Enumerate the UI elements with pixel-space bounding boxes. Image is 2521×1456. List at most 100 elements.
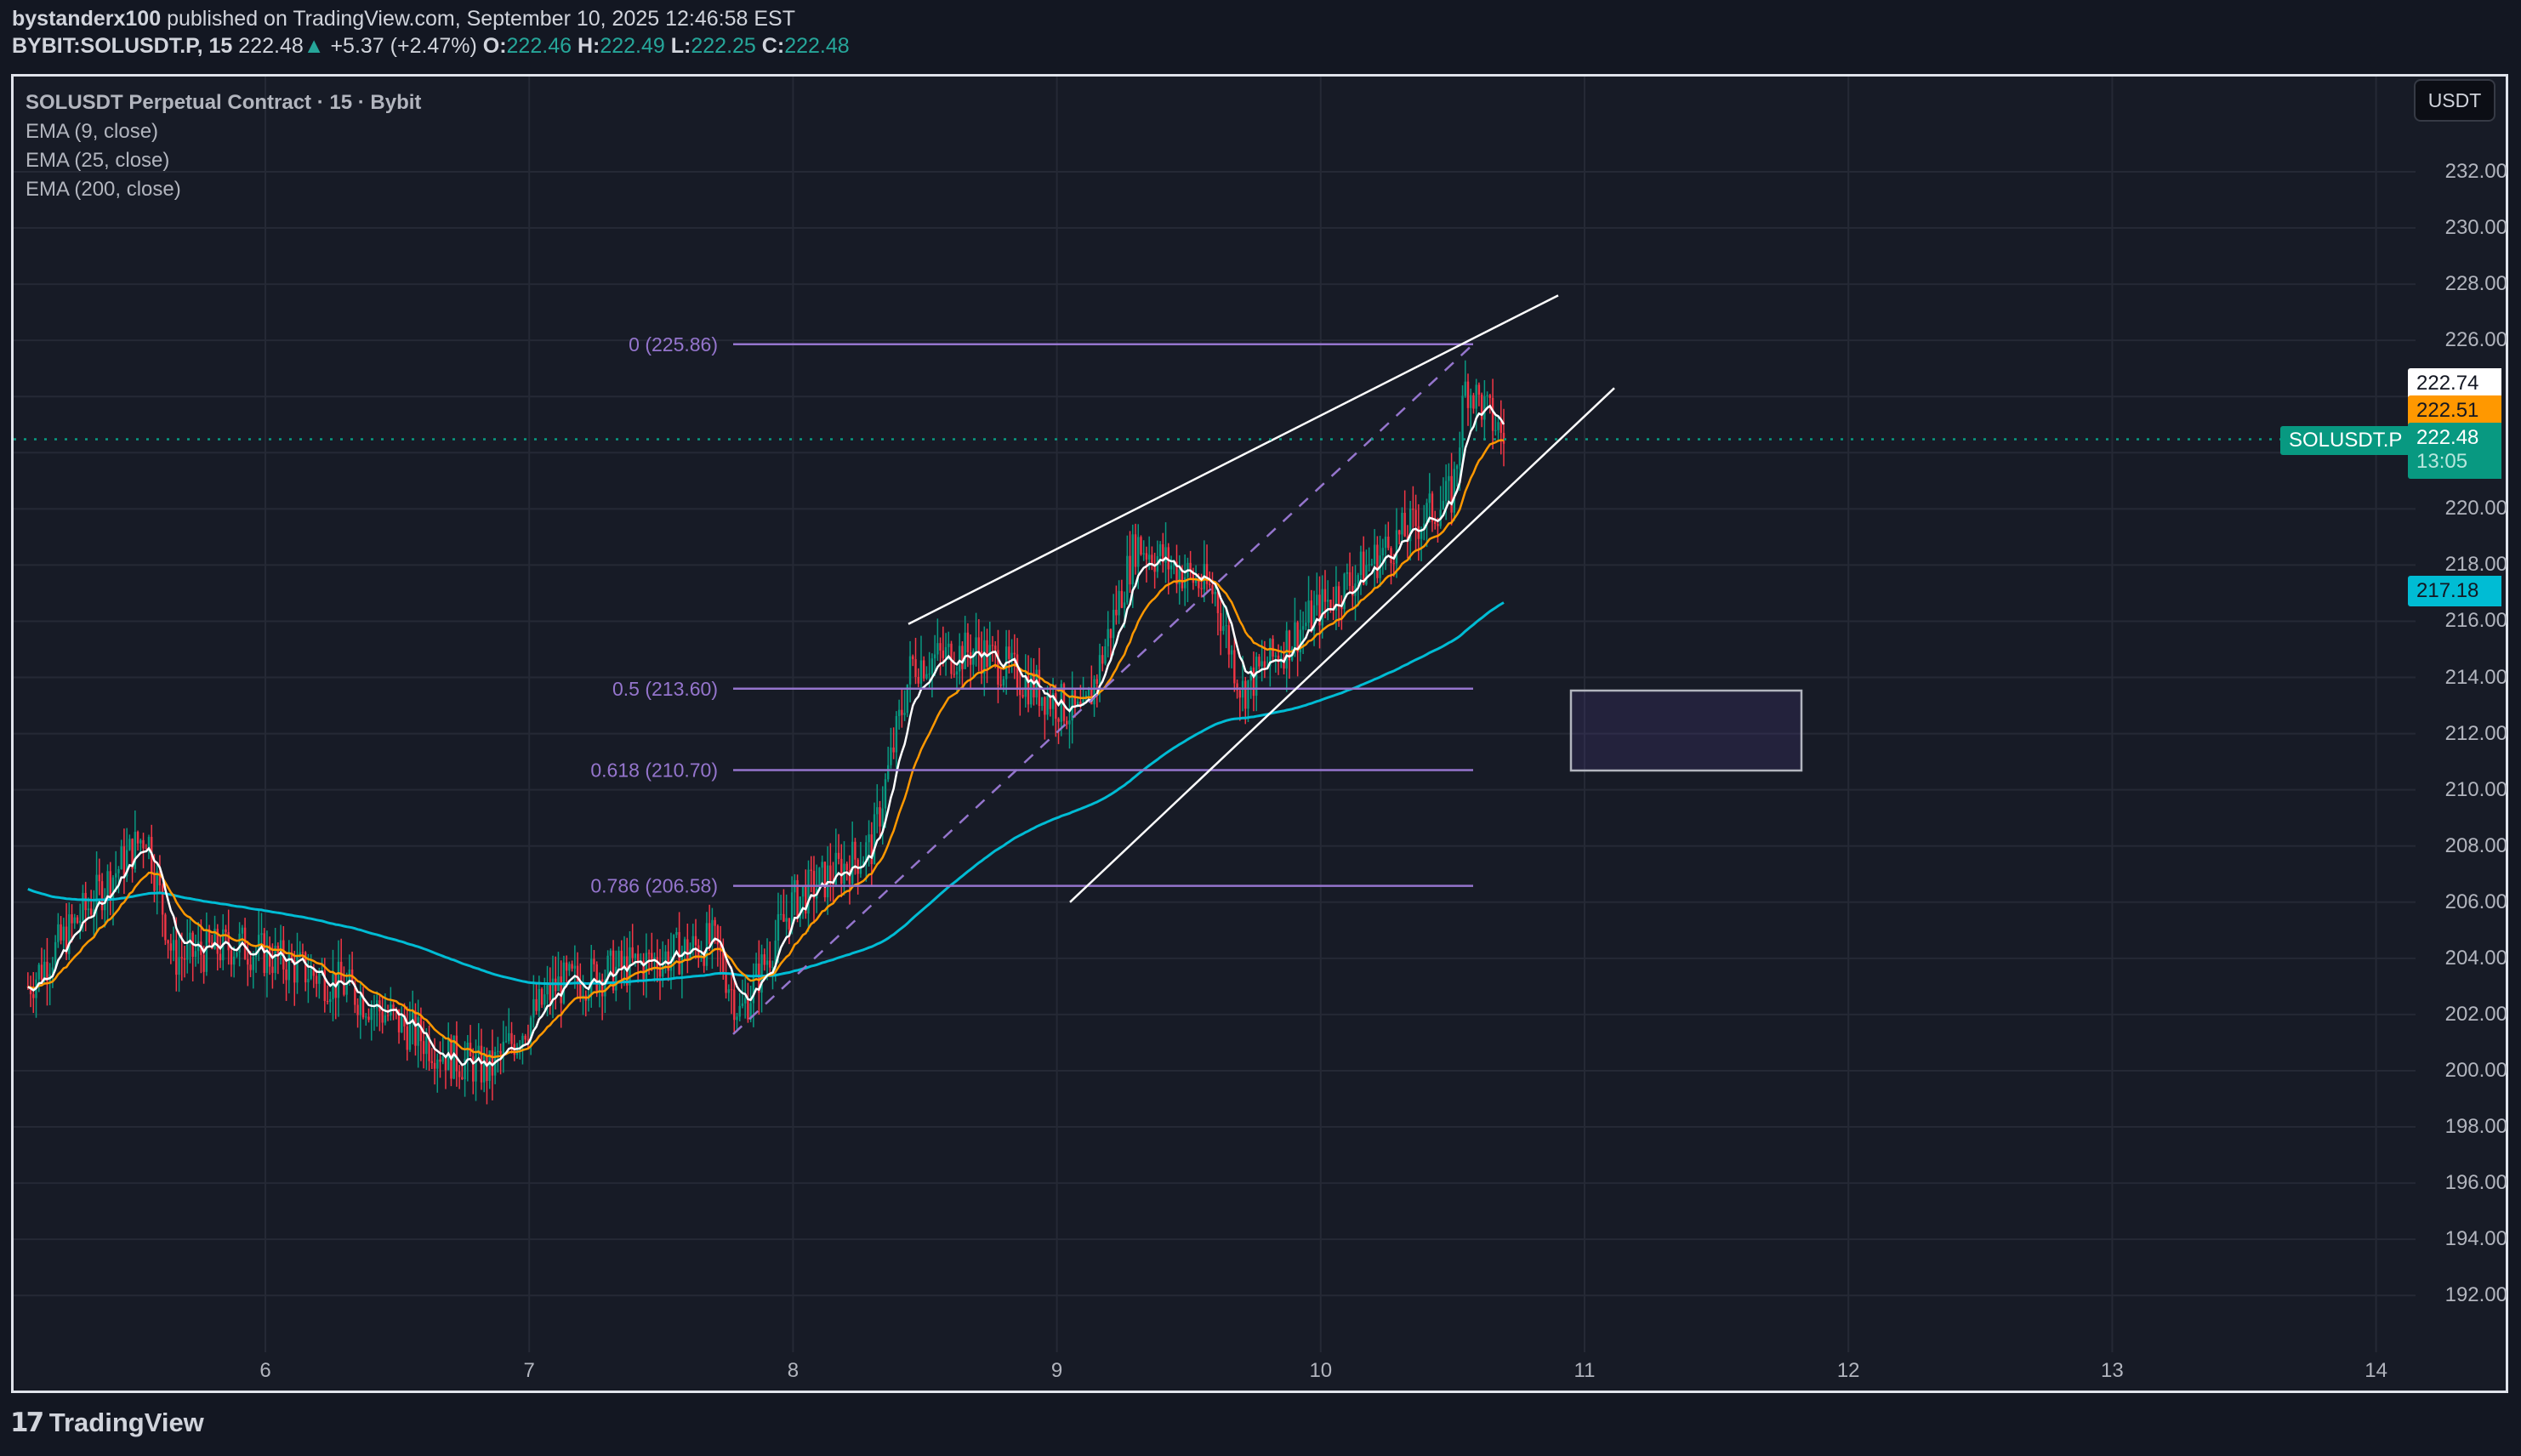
candle-body <box>1101 655 1104 664</box>
candle-body <box>499 1050 502 1055</box>
candle-body <box>1483 395 1486 420</box>
candle-body <box>892 747 895 753</box>
candle-body <box>1431 493 1434 522</box>
candle-body <box>1021 695 1024 697</box>
time-axis-label: 8 <box>787 1359 800 1382</box>
tv-logo-icon: 𝟭𝟳 <box>10 1408 44 1437</box>
candle-body <box>293 960 296 983</box>
candle-body <box>1455 465 1459 469</box>
price-axis-label: 198.00 <box>2444 1115 2507 1139</box>
published-text: published on TradingView.com, September … <box>167 7 795 31</box>
candle-body <box>32 994 35 998</box>
candle-body <box>1140 537 1142 555</box>
up-arrow-icon: ▲ <box>303 34 325 58</box>
candle-body <box>329 998 332 1003</box>
candle-body <box>1269 639 1272 667</box>
candle-body <box>213 929 216 949</box>
candle-body <box>1475 384 1477 409</box>
legend-ema9[interactable]: EMA (9, close) <box>26 120 159 143</box>
author-name[interactable]: bystanderx100 <box>12 7 162 31</box>
candle-body <box>1035 669 1038 698</box>
candle-body <box>1112 609 1115 639</box>
candle-body <box>1472 395 1475 409</box>
candle-body <box>430 1061 434 1063</box>
candle-body <box>279 940 282 957</box>
candle-body <box>790 892 794 930</box>
candle-body <box>593 958 595 964</box>
candle-body <box>966 632 970 653</box>
candle-body <box>917 676 919 684</box>
candle-body <box>1348 572 1352 586</box>
candle-body <box>573 965 577 969</box>
candle-body <box>428 1037 430 1061</box>
candle-body <box>1329 600 1332 609</box>
candle-body <box>1095 679 1098 685</box>
candle-body <box>868 834 870 843</box>
legend-title[interactable]: SOLUSDT Perpetual Contract · 15 · Bybit <box>26 91 422 114</box>
candle-body <box>189 932 191 943</box>
candle-body <box>994 646 997 651</box>
time-axis-label: 14 <box>2365 1359 2387 1382</box>
candle-body <box>760 954 763 993</box>
candle-body <box>634 953 637 958</box>
candle-body <box>1238 690 1242 698</box>
candle-body <box>1013 652 1016 655</box>
candle-body <box>879 807 881 827</box>
candle-body <box>1134 534 1137 567</box>
candle-body <box>939 643 942 651</box>
candle-body <box>1164 547 1167 563</box>
candle-body <box>1477 384 1481 395</box>
candle-body <box>1153 565 1156 572</box>
candle-body <box>1365 565 1368 585</box>
candle-body <box>975 637 977 651</box>
candle-body <box>93 909 95 915</box>
candle-body <box>304 952 307 983</box>
candle-body <box>1137 537 1140 567</box>
candle-body <box>1318 594 1321 626</box>
wedge-lower-trendline <box>1069 387 1615 903</box>
candle-body <box>774 940 777 968</box>
candle-body <box>691 936 694 950</box>
candle-body <box>167 940 169 944</box>
candle-body <box>980 651 983 674</box>
candle-body <box>876 807 879 815</box>
candle-body <box>1109 628 1113 639</box>
candle-body <box>1233 650 1236 684</box>
candle-body <box>697 945 700 958</box>
candle-body <box>694 936 697 946</box>
candle-body <box>606 955 609 980</box>
candle-body <box>1008 646 1010 659</box>
candle-body <box>631 947 634 958</box>
candle-body <box>1461 395 1464 448</box>
time-axis-label: 7 <box>523 1359 535 1382</box>
candle-body <box>1464 381 1466 396</box>
candle-body <box>236 952 238 957</box>
tradingview-logo[interactable]: 𝟭𝟳 TradingView <box>10 1408 204 1438</box>
candle-body <box>425 1037 428 1055</box>
price-axis-label: 216.00 <box>2444 609 2507 633</box>
high-label: H: <box>577 34 600 58</box>
candle-body <box>508 1032 510 1042</box>
candle-body <box>1098 655 1101 685</box>
candle-body <box>908 656 912 685</box>
candle-body <box>175 940 178 975</box>
candle-body <box>747 998 749 1020</box>
currency-button[interactable]: USDT <box>2414 79 2495 122</box>
candle-body <box>370 1008 373 1021</box>
brand-name: TradingView <box>48 1408 204 1437</box>
candle-body <box>1104 646 1107 664</box>
candle-body <box>1002 679 1005 686</box>
legend-ema200[interactable]: EMA (200, close) <box>26 178 181 201</box>
legend-ema25[interactable]: EMA (25, close) <box>26 149 170 172</box>
candle-body <box>169 943 173 951</box>
candle-body <box>796 879 799 919</box>
candle-body <box>923 660 925 679</box>
candle-body <box>68 914 71 954</box>
candle-body <box>565 962 568 971</box>
candle-body <box>1296 622 1299 652</box>
price-axis-label: 196.00 <box>2444 1171 2507 1195</box>
candle-body <box>823 862 827 898</box>
candle-body <box>161 885 164 915</box>
candle-body <box>1301 626 1305 630</box>
